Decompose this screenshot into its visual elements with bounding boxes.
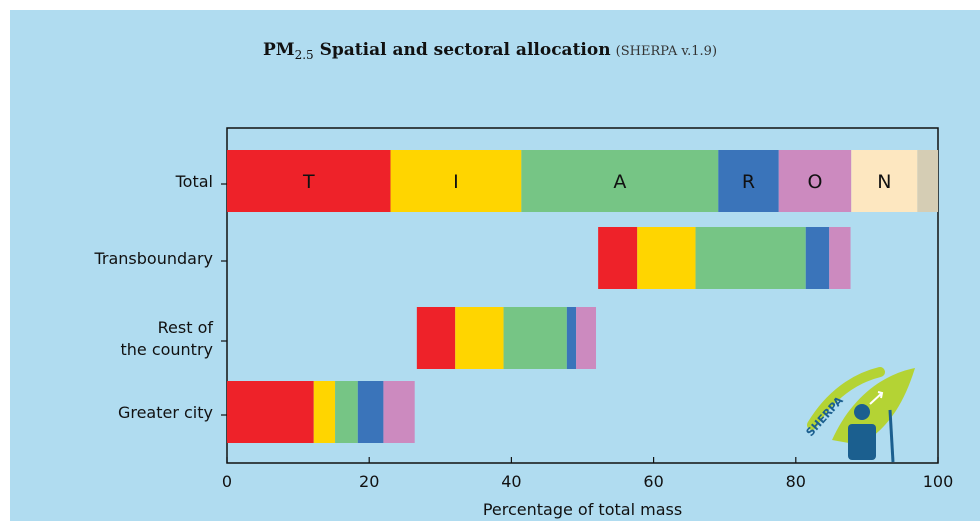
x-axis-label: Percentage of total mass [483,500,682,519]
bar-rest-of-the-country-segment-0 [416,307,456,369]
bar-total-segment-0 [227,150,391,212]
category-label: Total [175,172,213,191]
logo-arrow-icon [869,391,884,405]
title-version: (SHERPA v.1.9) [615,44,718,59]
bar-greater-city-segment-4 [383,381,415,443]
segment-label-t: T [302,171,315,193]
category-label: Greater city [118,403,213,422]
bar-greater-city-segment-0 [227,381,314,443]
x-tick-label: 40 [501,472,521,491]
segment-label-i: I [453,171,459,193]
segment-label-r: R [742,171,755,193]
bar-rest-of-the-country-segment-1 [455,307,504,369]
segment-label-a: A [613,171,626,193]
chart-title: PM2.5 Spatial and sectoral allocation (S… [0,40,980,62]
bar-greater-city-segment-3 [357,381,384,443]
category-label: Rest of [158,318,214,337]
title-main: PM [262,40,295,60]
bar-total-segment-5 [851,150,918,212]
bar-transboundary-segment-3 [805,227,830,289]
bar-greater-city-segment-1 [313,381,336,443]
category-label: the country [120,340,213,359]
category-label: Transboundary [93,249,213,268]
x-tick-label: 80 [786,472,806,491]
x-tick-label: 20 [359,472,379,491]
x-tick-label: 100 [923,472,954,491]
x-tick-label: 60 [643,472,663,491]
bar-total-segment-2 [521,150,719,212]
x-tick-label: 0 [222,472,232,491]
segment-label-o: O [808,171,823,193]
bar-transboundary-segment-4 [829,227,851,289]
bar-rest-of-the-country-segment-3 [566,307,577,369]
logo-body-icon [848,424,876,460]
plot-frame [226,127,939,464]
bar-rest-of-the-country-segment-4 [576,307,597,369]
bar-transboundary-segment-2 [695,227,806,289]
title-subscript: 2.5 [294,48,314,62]
bar-total-segment-1 [390,150,522,212]
bar-total-segment-6 [917,150,938,212]
bar-transboundary-segment-0 [598,227,638,289]
bar-greater-city-segment-2 [335,381,358,443]
title-rest: Spatial and sectoral allocation [313,40,611,60]
bar-rest-of-the-country-segment-2 [503,307,567,369]
bar-transboundary-segment-1 [637,227,696,289]
logo-arc-icon [807,367,885,430]
sherpa-logo: SHERPA [804,367,915,463]
logo-staff-icon [888,409,895,463]
logo-head-icon [854,404,870,420]
segment-label-n: N [877,171,891,193]
bar-total-segment-4 [778,150,852,212]
bar-total-segment-3 [718,150,779,212]
